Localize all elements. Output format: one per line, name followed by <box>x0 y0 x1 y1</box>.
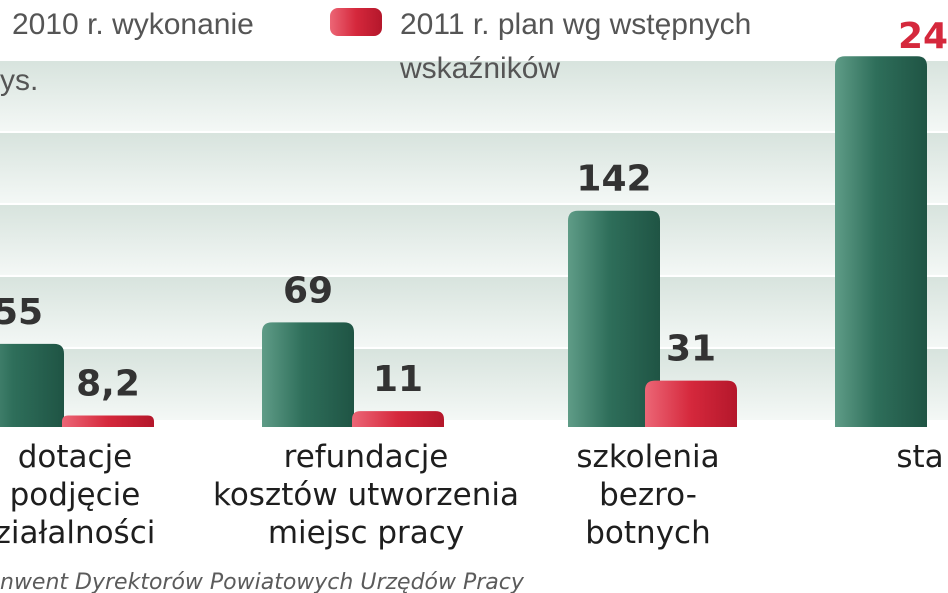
bar-2010-3 <box>835 56 927 429</box>
legend-label-2010: 2010 r. wykonanie <box>12 8 254 41</box>
category-label-3-line-0: sta <box>896 439 943 475</box>
value-label-2011-1: 11 <box>373 359 423 400</box>
source-note: nwent Dyrektorów Powiatowych Urzędów Pra… <box>0 570 525 593</box>
category-label-2-line-1: bezro- <box>599 477 697 513</box>
grid-bands <box>0 60 948 420</box>
legend-label-2011-line-1: 2011 r. plan wg wstępnych <box>400 8 751 41</box>
category-label-1-line-0: refundacje <box>284 439 449 475</box>
legend-swatch-2011 <box>330 8 382 36</box>
value-label-2011-0: 8,2 <box>76 363 140 404</box>
bar-2011-1 <box>352 411 444 428</box>
bar-2010-1 <box>262 322 354 428</box>
category-label-0-line-1: podjęcie <box>10 477 141 513</box>
bar-2010-2 <box>568 210 660 428</box>
category-label-0-line-0: dotacje <box>18 439 133 475</box>
value-label-2010-1: 69 <box>283 270 333 311</box>
value-labels: 55 69 142 8,2 11 31 24 <box>0 16 948 404</box>
category-label-1-line-2: miejsc pracy <box>268 515 464 551</box>
category-label-2-line-2: botnych <box>585 515 710 551</box>
value-label-2011-2: 31 <box>666 329 716 370</box>
bar-2010-0 <box>0 343 64 428</box>
legend: 2010 r. wykonanie 2011 r. plan wg wstępn… <box>12 8 751 85</box>
bar-2011-0 <box>62 415 154 428</box>
grid-lines <box>0 59 948 349</box>
bars <box>0 56 948 429</box>
legend-label-2011-line-2: wskaźników <box>399 52 560 85</box>
unit-label: ys. <box>0 64 38 97</box>
value-label-2010-2: 142 <box>576 159 651 200</box>
value-label-2010-0: 55 <box>0 292 43 333</box>
category-label-0-line-2: ziałalności <box>0 515 155 551</box>
category-label-2-line-0: szkolenia <box>576 439 719 475</box>
value-label-2010-3: 24 <box>898 16 948 57</box>
bar-2011-2 <box>645 380 737 428</box>
category-label-1-line-1: kosztów utworzenia <box>213 477 519 513</box>
